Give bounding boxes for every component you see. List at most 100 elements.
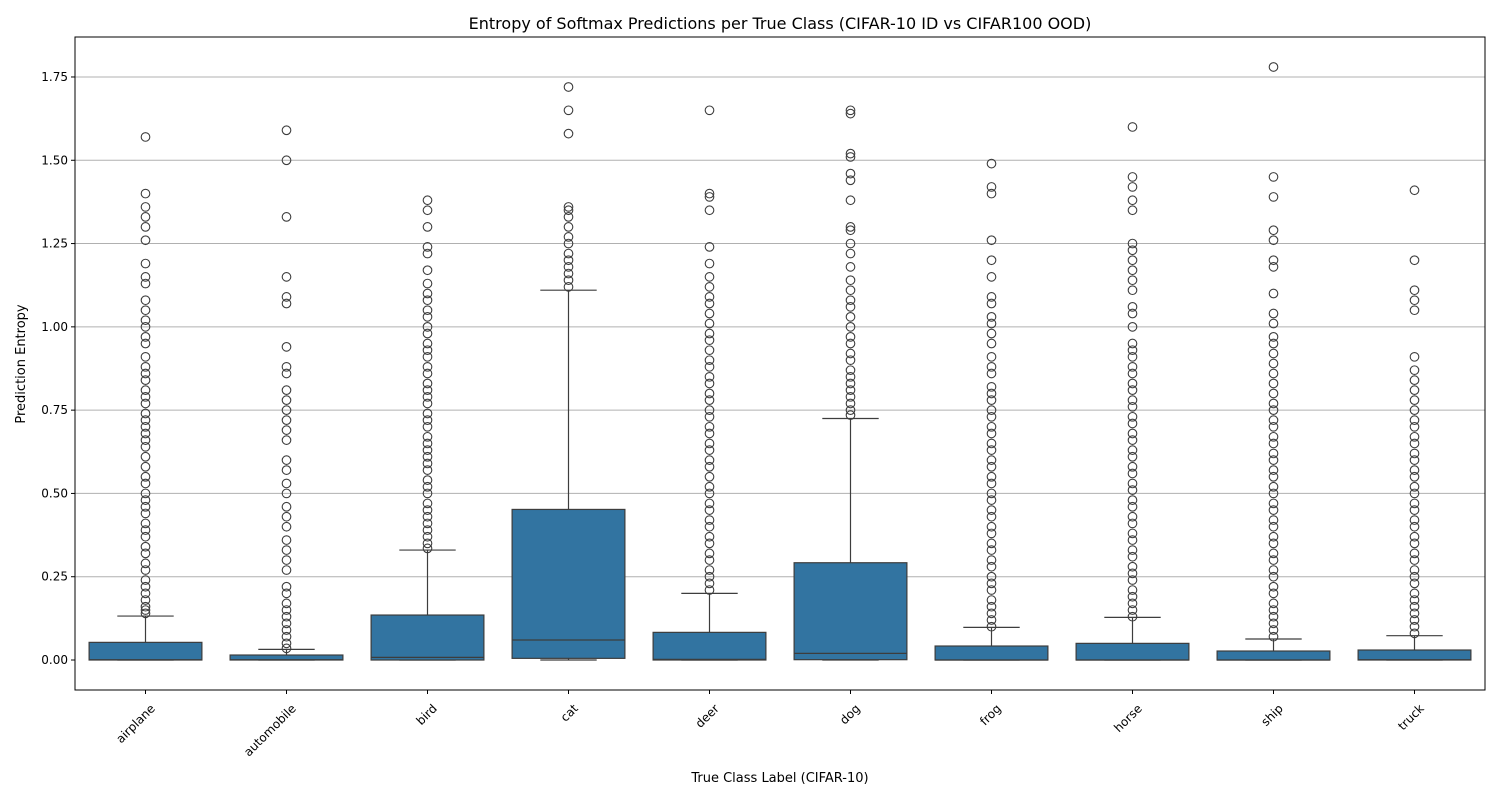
outlier-point <box>140 132 151 142</box>
outlier-point <box>1409 615 1420 625</box>
outlier-point <box>986 561 997 572</box>
outlier-point <box>986 235 997 246</box>
outlier-point <box>140 258 151 269</box>
outlier-point <box>704 461 715 472</box>
outlier-point <box>1409 365 1420 376</box>
outlier-point <box>422 511 433 522</box>
outlier-point <box>281 272 292 282</box>
outlier-point <box>422 222 433 232</box>
outlier-point <box>845 108 856 119</box>
box-deer <box>652 592 767 661</box>
outlier-point <box>422 248 433 259</box>
outlier-point <box>845 391 856 402</box>
outlier-point <box>1127 545 1138 555</box>
outlier-point <box>1409 608 1420 619</box>
outlier-point <box>704 282 715 292</box>
outlier-point <box>986 511 997 522</box>
outlier-point <box>422 328 433 339</box>
outlier-point <box>704 388 715 399</box>
outlier-point <box>1409 538 1420 549</box>
outlier-point <box>281 125 292 136</box>
outlier-point <box>422 312 433 322</box>
chart-title: Entropy of Softmax Predictions per True … <box>469 14 1092 33</box>
outlier-point <box>281 455 292 465</box>
outlier-point <box>986 615 997 625</box>
outlier-point <box>140 351 151 362</box>
outlier-point <box>140 322 151 332</box>
outlier-point <box>1409 465 1420 475</box>
x-tick-label: frog <box>977 701 1004 728</box>
outlier-point <box>422 531 433 542</box>
outlier-point <box>422 195 433 206</box>
outlier-point <box>845 262 856 272</box>
outlier-point <box>422 288 433 299</box>
outlier-point <box>704 555 715 565</box>
outlier-point <box>281 465 292 475</box>
outlier-point <box>1409 565 1420 575</box>
outlier-point <box>704 328 715 339</box>
outlier-point <box>845 195 856 206</box>
outlier-point <box>1127 338 1138 349</box>
outlier-point <box>1268 581 1279 592</box>
outlier-point <box>1268 415 1279 425</box>
outlier-point <box>140 588 151 599</box>
outlier-point <box>986 595 997 605</box>
outlier-point <box>140 471 151 482</box>
outlier-point <box>845 168 856 179</box>
outlier-point <box>1127 511 1138 522</box>
x-tick-label: bird <box>413 701 439 727</box>
outlier-point <box>281 425 292 435</box>
outlier-point <box>1409 601 1420 612</box>
outlier-point <box>845 331 856 342</box>
outlier-point <box>422 322 433 332</box>
outlier-point <box>704 355 715 366</box>
outlier-point <box>845 338 856 349</box>
outlier-point <box>1409 305 1420 316</box>
outlier-point <box>1268 555 1279 565</box>
outlier-point <box>140 188 151 199</box>
x-tick-label: cat <box>558 701 581 724</box>
box-ship <box>1216 638 1331 661</box>
outlier-point <box>704 318 715 329</box>
outlier-point <box>1268 308 1279 319</box>
y-tick-label: 0.75 <box>41 403 68 417</box>
outlier-point <box>140 548 151 559</box>
outlier-point <box>986 338 997 349</box>
outlier-point <box>1409 438 1420 449</box>
outlier-point <box>281 511 292 522</box>
outlier-point <box>422 408 433 419</box>
outlier-point <box>1409 285 1420 296</box>
outlier-point <box>986 395 997 405</box>
outlier-point <box>704 531 715 542</box>
outlier-point <box>281 488 292 499</box>
outlier-point <box>704 308 715 319</box>
outlier-point <box>845 275 856 286</box>
outlier-point <box>845 322 856 332</box>
outlier-point <box>281 478 292 489</box>
outlier-point <box>986 328 997 339</box>
outlier-point <box>1127 275 1138 286</box>
outlier-point <box>845 385 856 396</box>
outlier-point <box>1409 515 1420 525</box>
outlier-point <box>704 488 715 499</box>
outlier-point <box>986 405 997 415</box>
outlier-point <box>1268 288 1279 299</box>
outlier-point <box>563 105 574 116</box>
grid-lines <box>75 76 1485 578</box>
outlier-point <box>1409 548 1420 559</box>
outlier-point <box>1409 588 1420 599</box>
outlier-point <box>140 488 151 499</box>
outlier-point <box>1268 631 1279 642</box>
outlier-point <box>281 155 292 166</box>
outlier-point <box>140 575 151 585</box>
outlier-point <box>1409 431 1420 442</box>
outlier-point <box>281 415 292 425</box>
outlier-point <box>140 391 151 402</box>
outlier-point <box>281 611 292 622</box>
outlier-point <box>704 481 715 492</box>
x-tick-label: truck <box>1395 701 1427 733</box>
outlier-point <box>845 405 856 415</box>
outlier-point <box>422 378 433 389</box>
outlier-point <box>1127 395 1138 405</box>
outlier-point <box>1268 498 1279 509</box>
